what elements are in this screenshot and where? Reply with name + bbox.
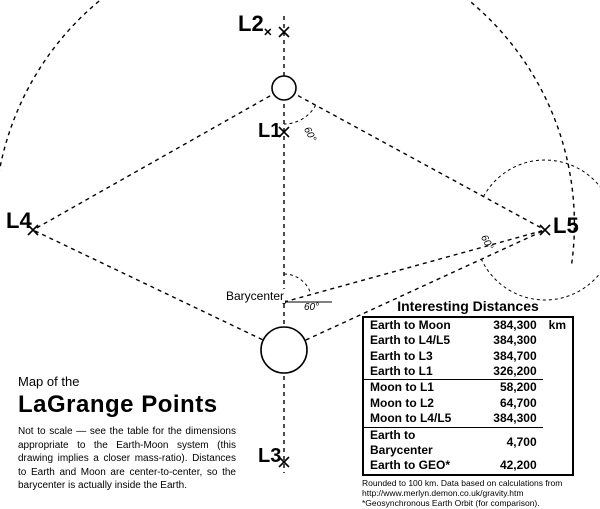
- distances-table: Earth to Moon384,300 kmEarth to L4/L5384…: [362, 316, 574, 476]
- table-row-value: 384,300: [487, 317, 542, 333]
- table-row-label: Earth to GEO*: [363, 458, 487, 474]
- table-row-label: Moon to L4/L5: [363, 411, 487, 427]
- title-paragraph: Not to scale — see the table for the dim…: [18, 425, 236, 493]
- table-row-label: Earth to Moon: [363, 317, 487, 333]
- angle-arc-L5: [481, 160, 600, 300]
- table-row-label: Moon to L1: [363, 380, 487, 396]
- distances-table-title: Interesting Distances: [362, 298, 574, 314]
- title-block: Map of the LaGrange Points Not to scale …: [18, 374, 278, 493]
- line-moon-L4: [33, 88, 284, 230]
- table-row-label: Earth to L1: [363, 364, 487, 380]
- distances-tbody: Earth to Moon384,300 kmEarth to L4/L5384…: [363, 317, 573, 475]
- table-row-label: Earth to Barycenter: [363, 427, 487, 458]
- line-moon-L5: [284, 88, 545, 230]
- table-row-value: 384,300: [487, 333, 542, 348]
- title-big: LaGrange Points: [18, 391, 278, 419]
- earth-circle: [261, 327, 307, 373]
- angle-arc-barycenter: [284, 274, 311, 295]
- line-bary-L5: [284, 230, 545, 302]
- table-row-label: Earth to L3: [363, 349, 487, 364]
- table-row-value: 42,200: [487, 458, 542, 474]
- label-barycenter: Barycenter: [225, 289, 285, 303]
- moon-circle: [272, 76, 296, 100]
- table-row-value: 384,700: [487, 349, 542, 364]
- table-unit: km: [543, 317, 573, 333]
- table-row-label: Earth to L4/L5: [363, 333, 487, 348]
- label-L4: L4: [6, 208, 32, 234]
- label-L5: L5: [553, 213, 579, 239]
- orbit-arc: [0, 0, 574, 265]
- angle-at-barycenter: 60°: [304, 302, 319, 313]
- distances-table-wrap: Interesting Distances Earth to Moon384,3…: [362, 298, 574, 508]
- table-row-value: 384,300: [487, 411, 542, 427]
- table-row-value: 4,700: [487, 427, 542, 458]
- angle-arc-moon: [284, 105, 316, 124]
- table-row-value: 58,200: [487, 380, 542, 396]
- table-row-value: 326,200: [487, 364, 542, 380]
- distances-footnote: Rounded to 100 km. Data based on calcula…: [362, 478, 574, 509]
- label-L2: L2×: [238, 11, 272, 39]
- title-small: Map of the: [18, 374, 278, 389]
- label-L1: L1: [258, 120, 281, 143]
- table-row-value: 64,700: [487, 396, 542, 411]
- table-row-label: Moon to L2: [363, 396, 487, 411]
